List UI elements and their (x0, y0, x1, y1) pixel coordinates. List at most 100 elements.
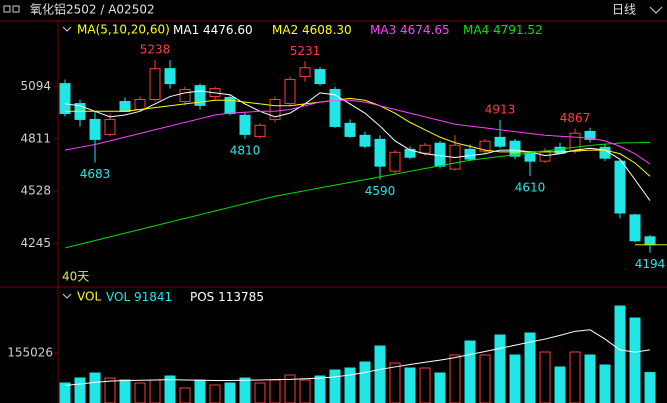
volume-bar (449, 354, 461, 403)
volume-bar (479, 354, 491, 403)
y-tick-label: 4245 (20, 236, 51, 250)
candle-body (464, 148, 476, 160)
volume-bar (239, 377, 251, 403)
volume-bar (89, 372, 101, 403)
ma-line (64, 99, 651, 165)
volume-bar (179, 387, 191, 403)
y-tick-label: 5094 (20, 79, 51, 93)
price-annotation: 4590 (365, 184, 396, 198)
pos-value: 113785 (218, 290, 264, 304)
header-title: 氧化铝2502 / A02502 (30, 2, 155, 17)
ma-legend: MA1 4476.60 (173, 23, 253, 37)
y-tick-label: 4811 (20, 131, 51, 145)
ma-legend: MA3 4674.65 (370, 23, 450, 37)
volume-bar (584, 354, 596, 403)
ma-name: MA3 (370, 23, 396, 37)
vol-label: VOL (106, 290, 130, 304)
ma-name: MA4 (463, 23, 489, 37)
candle-body (644, 236, 656, 246)
volume-bar (74, 377, 86, 403)
vol-legend: VOL 91841 (106, 290, 172, 304)
price-annotation: 4867 (560, 111, 591, 125)
candle-body (254, 124, 266, 137)
legend-arrow (62, 293, 72, 299)
candle-body (524, 152, 536, 162)
volume-bar (209, 384, 221, 403)
volume-bar (299, 379, 311, 403)
candle-body (269, 98, 281, 120)
volume-bar (509, 354, 521, 403)
candle-body (119, 101, 131, 112)
price-annotation: 4913 (485, 102, 516, 116)
candle-body (389, 151, 401, 172)
volume-bar (539, 351, 551, 403)
count-label: 40天 (62, 270, 89, 284)
volume-bar (104, 377, 116, 403)
legend-arrow (62, 26, 72, 32)
candle-body (284, 79, 296, 105)
pos-label: POS (190, 290, 214, 304)
candle-body (104, 118, 116, 135)
ma-line (64, 90, 651, 201)
candle-body (299, 67, 311, 78)
candle-body (479, 140, 491, 152)
volume-bar (464, 340, 476, 403)
candle-body (194, 85, 206, 106)
volume-bar (224, 382, 236, 403)
candle-body (494, 136, 506, 147)
candle-body (539, 150, 551, 162)
candle-body (239, 114, 251, 135)
volume-bar (494, 334, 506, 403)
ma-legend: MA4 4791.52 (463, 23, 543, 37)
price-annotation: 4683 (80, 167, 111, 181)
candle-body (359, 134, 371, 147)
candle-body (404, 148, 416, 158)
vol-title: VOL (77, 290, 101, 304)
header-icon (3, 5, 20, 13)
ma-value: 4791.52 (493, 23, 543, 37)
ma-name: MA1 (173, 23, 199, 37)
volume-bar (374, 345, 386, 403)
ma-value: 4476.60 (203, 23, 253, 37)
ma-value: 4674.65 (400, 23, 450, 37)
candle-body (314, 69, 326, 85)
volume-bar (419, 367, 431, 403)
candle-body (179, 89, 191, 103)
ma-name: MA2 (272, 23, 298, 37)
volume-bar (599, 364, 611, 403)
candle-body (509, 140, 521, 157)
volume-bar (329, 369, 341, 403)
volume-bar (284, 374, 296, 403)
price-annotation: 4610 (515, 180, 546, 194)
ma-value: 4608.30 (302, 23, 352, 37)
candle-body (134, 98, 146, 110)
volume-bar (149, 379, 161, 403)
volume-bar (254, 382, 266, 403)
dropdown-arrow[interactable] (649, 6, 663, 14)
volume-bar (629, 317, 641, 403)
volume-bar (569, 351, 581, 403)
candle-body (164, 68, 176, 85)
candle-body (374, 138, 386, 167)
volume-bar (59, 382, 71, 403)
candle-body (329, 89, 341, 127)
volume-bar (614, 305, 626, 403)
y-tick-label: 4528 (20, 184, 51, 198)
candle-body (89, 118, 101, 140)
candle-body (149, 68, 161, 100)
volume-bar (134, 382, 146, 403)
candle-body (629, 214, 641, 242)
volume-bar (644, 372, 656, 403)
price-annotation: 4810 (230, 144, 261, 158)
ma-indicator: MA(5,10,20,60) (77, 23, 170, 37)
period[interactable]: 日线 (612, 3, 636, 17)
candle-body (59, 83, 71, 115)
volume-bar (119, 379, 131, 403)
volume-bar (314, 375, 326, 403)
volume-bar (194, 379, 206, 403)
volume-bar (389, 362, 401, 403)
y-tick-label: 155026 (7, 345, 53, 359)
volume-bar (269, 379, 281, 403)
volume-bar (344, 367, 356, 403)
